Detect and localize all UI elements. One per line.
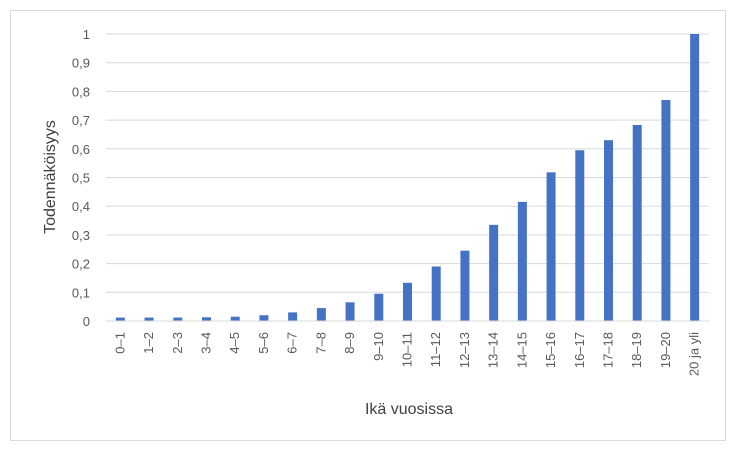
y-tick-label: 0,5 [72,171,90,186]
x-tick-label: 14–15 [514,332,529,368]
x-tick-label: 0–1 [112,332,127,354]
x-tick-label: 1–2 [141,332,156,354]
x-tick-label: 16–17 [572,332,587,368]
x-tick-label: 17–18 [601,332,616,368]
x-tick-label: 20 ja yli [687,332,702,376]
bar [661,100,671,321]
x-tick-label: 6–7 [285,332,300,354]
bar [288,312,298,321]
bar [403,282,412,321]
x-tick-label: 4–5 [227,332,242,354]
gridlines [106,33,709,293]
y-tick-label: 0,3 [72,228,90,243]
y-tick-label: 0,1 [72,285,90,300]
x-axis-title: Ikä vuosissa [365,401,453,418]
bar [259,315,269,321]
x-tick-labels: 0–1 1–2 2–3 3–4 4–5 5–6 6–7 7–8 8–9 9–10 10–11 11–1… [112,332,701,376]
bar [431,266,441,321]
bar [316,308,326,321]
bar [173,317,183,321]
y-tick-label: 0 [83,314,90,329]
y-tick-label: 0,8 [72,84,90,99]
x-tick-label: 9–10 [371,332,386,361]
bar [202,317,211,321]
x-tick-label: 15–16 [543,332,558,368]
y-tick-label: 0,6 [72,142,90,157]
x-tick-label: 7–8 [313,332,328,354]
bar [144,317,154,321]
y-tick-label: 0,4 [72,199,90,214]
y-tick-label: 1 [83,27,90,42]
bar [489,224,499,321]
y-tick-label: 0,7 [72,113,90,128]
bar [604,140,613,321]
y-axis-title: Todennäköisyys [42,120,59,234]
x-tick-label: 13–14 [486,332,501,368]
bar [374,293,384,321]
y-tick-label: 0,2 [72,257,90,272]
x-tick-label: 10–11 [400,332,415,367]
bar [690,34,700,321]
y-tick-labels: 0 0,1 0,2 0,3 0,4 0,5 0,6 0,7 0,8 0,9 1 [72,27,90,329]
bar [115,317,125,321]
x-tick-label: 19–20 [658,332,673,368]
bar [230,316,240,321]
bar [517,201,527,321]
x-tick-label: 3–4 [199,332,214,354]
bar [632,124,642,321]
x-tick-label: 5–6 [256,332,271,354]
x-tick-label: 8–9 [342,332,357,354]
x-tick-label: 11–12 [428,332,443,367]
x-tick-label: 2–3 [170,332,185,354]
x-tick-label: 12–13 [457,332,472,368]
y-tick-label: 0,9 [72,56,90,71]
bar [546,172,556,321]
x-tick-label: 18–19 [629,332,644,368]
bar [460,250,470,321]
bar [575,150,585,321]
bar [345,302,355,321]
bars [115,34,700,321]
